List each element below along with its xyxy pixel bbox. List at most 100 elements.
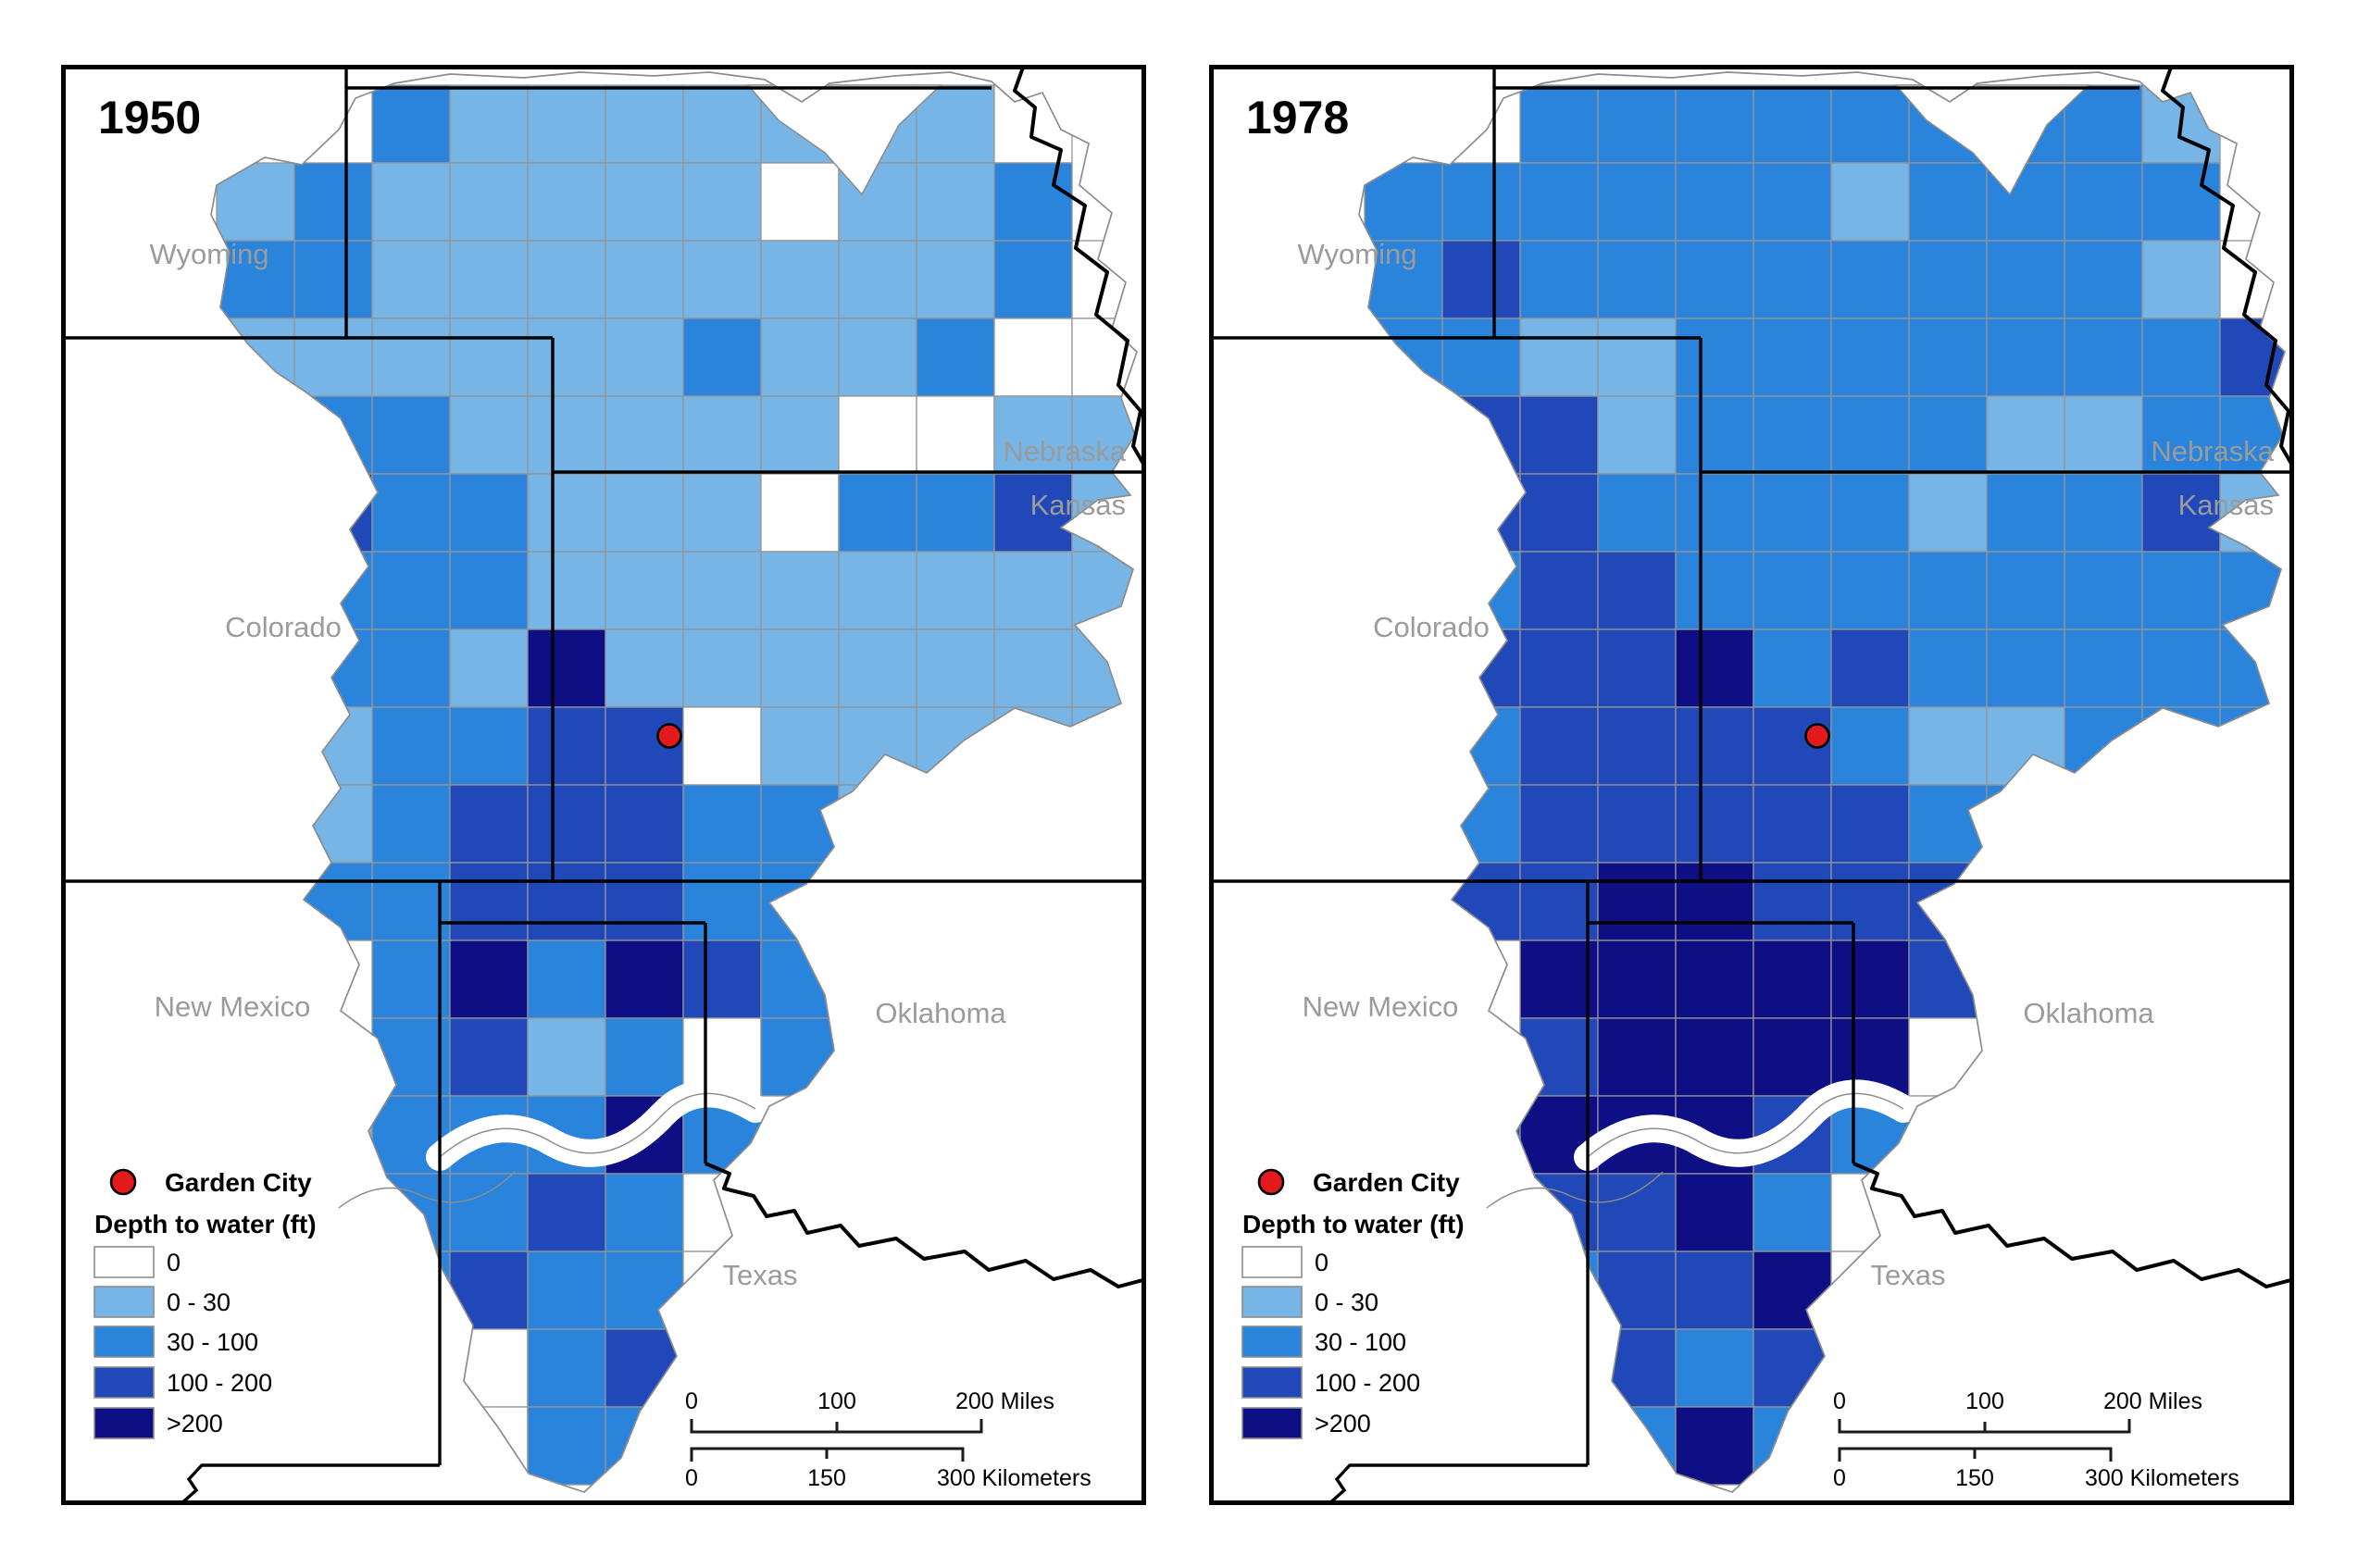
county-cell: [605, 1173, 684, 1252]
county-cell: [1597, 1328, 1677, 1408]
county-cell: [1753, 317, 1832, 397]
county-cell: [682, 395, 762, 475]
county-cell: [1675, 862, 1754, 941]
county-cell: [993, 317, 1073, 397]
legend-swatch-2: [94, 1325, 155, 1358]
state-borders: [61, 65, 1146, 1505]
legend-swatch-2: [1241, 1325, 1303, 1358]
county-cell: [1364, 473, 1443, 553]
legend: Garden City Depth to water (ft) 0 0 - 30 30 …: [1241, 1168, 1465, 1439]
county-cell: [682, 784, 762, 864]
county-cell: [2141, 240, 2221, 319]
county-cell: [1071, 706, 1137, 786]
county-cell: [1675, 1173, 1754, 1252]
legend-swatch-1: [1241, 1286, 1303, 1318]
county-cell: [2064, 240, 2143, 319]
county-cell: [1908, 551, 1988, 630]
county-cell: [993, 784, 1073, 864]
county-cell: [605, 862, 684, 941]
county-cell: [605, 317, 684, 397]
legend-swatch-4: [1241, 1407, 1303, 1439]
county-cell: [371, 862, 451, 941]
county-cell: [449, 862, 529, 941]
county-cell: [1519, 706, 1599, 786]
county-cell: [1597, 940, 1677, 1019]
county-cell: [216, 162, 295, 242]
county-cell: [993, 628, 1073, 708]
county-cells: [216, 84, 1137, 1486]
county-cell: [449, 940, 529, 1019]
county-cell: [605, 1251, 684, 1330]
county-cell: [605, 84, 684, 164]
county-cell: [838, 395, 917, 475]
county-cell: [1441, 395, 1521, 475]
county-cell: [449, 395, 529, 475]
county-cell: [1908, 1095, 1988, 1175]
county-cell: [1519, 317, 1599, 397]
county-cell: [1071, 784, 1137, 864]
county-cell: [2064, 862, 2143, 941]
county-cell: [1830, 784, 1910, 864]
county-cell: [1597, 1251, 1677, 1330]
state-label-texas: Texas: [723, 1259, 798, 1291]
county-cell: [2064, 162, 2143, 242]
county-cell: [527, 1328, 606, 1408]
county-cell: [371, 317, 451, 397]
legend-swatch-0: [1241, 1246, 1303, 1278]
county-cell: [760, 628, 840, 708]
scale-km-tick-0: 0: [685, 1465, 698, 1491]
county-cell: [1675, 551, 1754, 630]
county-cell: [293, 395, 373, 475]
county-cell: [760, 162, 840, 242]
missouri-river-border: [1013, 65, 1146, 470]
map-panel-1950: Wyoming Nebraska Kansas Colorado New Mexico O…: [61, 65, 1146, 1505]
county-cell: [916, 551, 995, 630]
county-cell: [1830, 162, 1910, 242]
county-cell: [1753, 551, 1832, 630]
platte-valley-gap: [1894, 84, 2090, 196]
legend-class-label: 0 - 30: [1315, 1288, 1378, 1316]
garden-city-marker: [656, 723, 682, 749]
county-cell: [916, 706, 995, 786]
county-cell: [371, 551, 451, 630]
county-cell: [1753, 240, 1832, 319]
county-cell: [2219, 784, 2285, 864]
county-cell: [605, 784, 684, 864]
county-cell: [682, 1173, 762, 1252]
county-cell: [1597, 784, 1677, 864]
county-cell: [993, 162, 1073, 242]
county-cell: [527, 862, 606, 941]
county-cell: [2141, 862, 2221, 941]
county-cell: [605, 395, 684, 475]
county-cell: [1830, 862, 1910, 941]
county-cell: [1675, 240, 1754, 319]
county-cell: [682, 84, 762, 164]
county-cell: [1675, 1328, 1754, 1408]
county-cell: [449, 551, 529, 630]
map-frame: [1209, 65, 2294, 1505]
county-cell: [449, 1251, 529, 1330]
county-cell: [1675, 1017, 1754, 1097]
garden-city-marker: [1804, 723, 1830, 749]
county-cell: [216, 317, 295, 397]
county-cell: [1675, 628, 1754, 708]
county-cell: [1364, 706, 1443, 786]
legend-class-label: >200: [1315, 1410, 1371, 1437]
county-cell: [682, 628, 762, 708]
county-cell: [682, 862, 762, 941]
county-cell: [449, 473, 529, 553]
county-cell: [1830, 84, 1910, 164]
county-cell: [605, 1406, 684, 1486]
county-cell: [293, 1328, 373, 1408]
county-cell: [1597, 473, 1677, 553]
county-cell: [1364, 162, 1443, 242]
county-cell: [1908, 473, 1988, 553]
red-river-border: [1852, 1162, 2294, 1288]
county-cell: [1675, 1406, 1754, 1486]
map-panel-1978: Wyoming Nebraska Kansas Colorado New Mexico O…: [1209, 65, 2294, 1505]
county-cell: [2141, 706, 2221, 786]
state-label-new-mexico: New Mexico: [155, 990, 311, 1023]
map-year-title: 1950: [98, 92, 201, 143]
county-cell: [216, 395, 295, 475]
county-cell: [2141, 317, 2221, 397]
